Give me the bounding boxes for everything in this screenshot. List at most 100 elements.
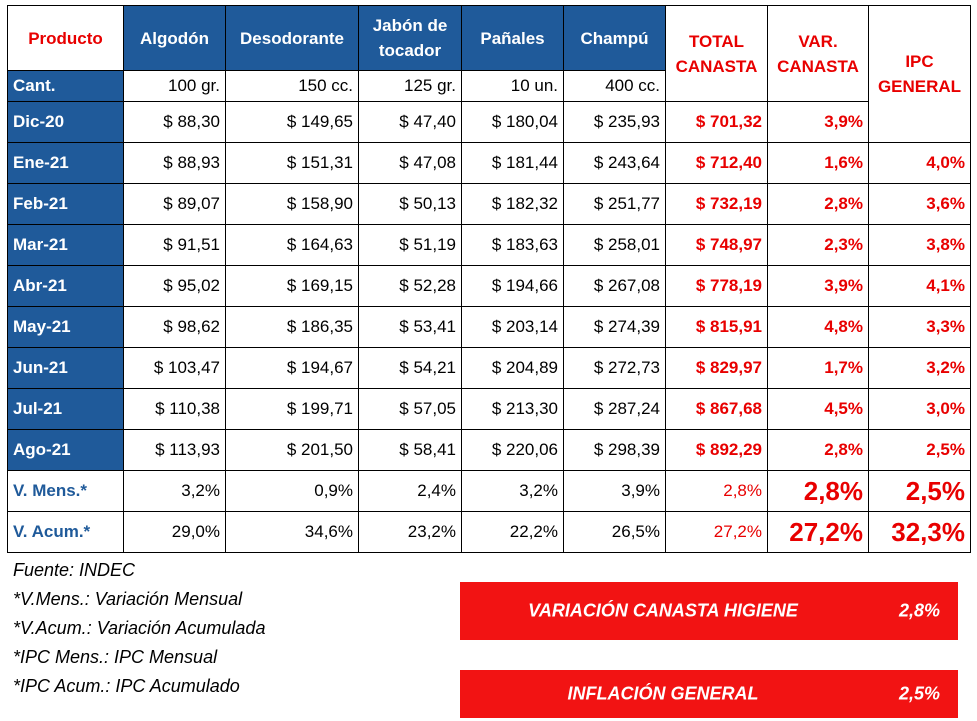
units-label: Cant. bbox=[7, 70, 124, 102]
summary-row: V. Acum.* 29,0% 34,6% 23,2% 22,2% 26,5% 27,2% 2… bbox=[7, 511, 971, 553]
data-cell: 2,8% bbox=[767, 183, 869, 225]
summary-cell: 27,2% bbox=[665, 511, 768, 553]
column-header: Pañales bbox=[461, 5, 564, 71]
data-cell: 2,3% bbox=[767, 224, 869, 266]
summary-cell: 3,2% bbox=[123, 470, 226, 512]
data-row: Mar-21 $ 91,51 $ 164,63 $ 51,19 $ 183,63 $ 25… bbox=[7, 224, 971, 266]
data-cell: 4,5% bbox=[767, 388, 869, 430]
summary-cell: 3,9% bbox=[563, 470, 666, 512]
data-cell: $ 201,50 bbox=[225, 429, 359, 471]
data-cell: $ 272,73 bbox=[563, 347, 666, 389]
data-cell: 3,8% bbox=[868, 224, 971, 266]
data-cell: $ 258,01 bbox=[563, 224, 666, 266]
row-label: Ago-21 bbox=[7, 429, 124, 471]
note: *IPC Acum.: IPC Acumulado bbox=[13, 676, 240, 696]
units-row: Cant. 100 gr. 150 cc. 125 gr. 10 un. 400 cc. bbox=[7, 70, 971, 102]
data-cell: $ 867,68 bbox=[665, 388, 768, 430]
data-cell: $ 712,40 bbox=[665, 142, 768, 184]
data-row: Jul-21 $ 110,38 $ 199,71 $ 57,05 $ 213,30 $ 2… bbox=[7, 388, 971, 430]
data-cell: $ 194,67 bbox=[225, 347, 359, 389]
data-cell: $ 748,97 bbox=[665, 224, 768, 266]
data-cell: $ 235,93 bbox=[563, 101, 666, 143]
row-label: Ene-21 bbox=[7, 142, 124, 184]
data-cell: $ 52,28 bbox=[358, 265, 462, 307]
data-cell: 1,7% bbox=[767, 347, 869, 389]
data-cell: $ 149,65 bbox=[225, 101, 359, 143]
data-cell: $ 199,71 bbox=[225, 388, 359, 430]
row-label: Feb-21 bbox=[7, 183, 124, 225]
indicator-box: VARIACIÓN CANASTA HIGIENE 2,8% bbox=[460, 582, 958, 640]
notes: Fuente: INDEC *V.Mens.: Variación Mensual… bbox=[13, 556, 265, 701]
summary-cell: 2,8% bbox=[665, 470, 768, 512]
data-cell: $ 778,19 bbox=[665, 265, 768, 307]
row-label: Abr-21 bbox=[7, 265, 124, 307]
data-cell: $ 243,64 bbox=[563, 142, 666, 184]
data-cell: $ 57,05 bbox=[358, 388, 462, 430]
data-cell: 4,0% bbox=[868, 142, 971, 184]
summary-row: V. Mens.* 3,2% 0,9% 2,4% 3,2% 3,9% 2,8% 2,8% 2,5… bbox=[7, 470, 971, 512]
data-cell: $ 47,08 bbox=[358, 142, 462, 184]
indicator-box: INFLACIÓN GENERAL 2,5% bbox=[460, 670, 958, 718]
data-cell: $ 180,04 bbox=[461, 101, 564, 143]
data-cell: 3,2% bbox=[868, 347, 971, 389]
summary-cell: 29,0% bbox=[123, 511, 226, 553]
data-cell: 3,9% bbox=[767, 265, 869, 307]
unit-cell: 10 un. bbox=[461, 70, 564, 102]
data-cell: $ 181,44 bbox=[461, 142, 564, 184]
data-cell: $ 51,19 bbox=[358, 224, 462, 266]
data-cell: $ 151,31 bbox=[225, 142, 359, 184]
indicator-label: INFLACIÓN GENERAL bbox=[567, 683, 759, 704]
data-cell: 1,6% bbox=[767, 142, 869, 184]
column-header: IPC GENERAL bbox=[868, 5, 971, 143]
data-cell: $ 194,66 bbox=[461, 265, 564, 307]
data-cell: 3,6% bbox=[868, 183, 971, 225]
price-table: Producto Algodón Desodorante Jabón de tocad… bbox=[7, 5, 971, 553]
indicator-label: VARIACIÓN CANASTA HIGIENE bbox=[528, 600, 798, 621]
column-header: Jabón de tocador bbox=[358, 5, 462, 71]
summary-cell: 27,2% bbox=[767, 511, 869, 553]
data-cell: $ 815,91 bbox=[665, 306, 768, 348]
data-cell: $ 164,63 bbox=[225, 224, 359, 266]
data-cell: $ 95,02 bbox=[123, 265, 226, 307]
data-cell: $ 88,30 bbox=[123, 101, 226, 143]
data-cell: $ 53,41 bbox=[358, 306, 462, 348]
data-cell: $ 213,30 bbox=[461, 388, 564, 430]
unit-cell: 125 gr. bbox=[358, 70, 462, 102]
unit-cell: 400 cc. bbox=[563, 70, 666, 102]
data-cell: $ 98,62 bbox=[123, 306, 226, 348]
indicator-value: 2,8% bbox=[898, 600, 940, 621]
data-cell: $ 54,21 bbox=[358, 347, 462, 389]
column-header: TOTAL CANASTA bbox=[665, 5, 768, 102]
data-cell: 2,5% bbox=[868, 429, 971, 471]
data-cell: $ 701,32 bbox=[665, 101, 768, 143]
summary-cell: 2,5% bbox=[868, 470, 971, 512]
column-header: VAR. CANASTA bbox=[767, 5, 869, 102]
data-cell: 3,3% bbox=[868, 306, 971, 348]
data-cell: $ 186,35 bbox=[225, 306, 359, 348]
data-cell: 2,8% bbox=[767, 429, 869, 471]
data-row: May-21 $ 98,62 $ 186,35 $ 53,41 $ 203,14 $ 27… bbox=[7, 306, 971, 348]
row-label: Mar-21 bbox=[7, 224, 124, 266]
row-label: Dic-20 bbox=[7, 101, 124, 143]
column-header: Producto bbox=[7, 5, 124, 71]
row-label: V. Acum.* bbox=[7, 511, 124, 553]
data-cell: $ 110,38 bbox=[123, 388, 226, 430]
data-cell: $ 88,93 bbox=[123, 142, 226, 184]
data-cell: $ 274,39 bbox=[563, 306, 666, 348]
data-cell: $ 829,97 bbox=[665, 347, 768, 389]
summary-cell: 2,8% bbox=[767, 470, 869, 512]
data-cell: $ 251,77 bbox=[563, 183, 666, 225]
summary-cell: 2,4% bbox=[358, 470, 462, 512]
data-cell: $ 169,15 bbox=[225, 265, 359, 307]
header-row: Producto Algodón Desodorante Jabón de tocad… bbox=[7, 5, 971, 143]
data-cell: $ 220,06 bbox=[461, 429, 564, 471]
data-cell: $ 732,19 bbox=[665, 183, 768, 225]
summary-cell: 26,5% bbox=[563, 511, 666, 553]
data-row: Dic-20 $ 88,30 $ 149,65 $ 47,40 $ 180,04 $ 23… bbox=[7, 101, 971, 143]
unit-cell: 150 cc. bbox=[225, 70, 359, 102]
data-cell: $ 158,90 bbox=[225, 183, 359, 225]
data-row: Jun-21 $ 103,47 $ 194,67 $ 54,21 $ 204,89 $ 2… bbox=[7, 347, 971, 389]
data-cell: 3,9% bbox=[767, 101, 869, 143]
column-header: Champú bbox=[563, 5, 666, 71]
